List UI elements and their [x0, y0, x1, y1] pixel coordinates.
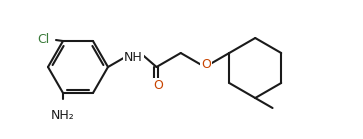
Text: O: O	[154, 79, 163, 91]
Text: NH₂: NH₂	[51, 109, 75, 122]
Text: Cl: Cl	[38, 33, 50, 45]
Text: NH: NH	[124, 50, 143, 64]
Text: O: O	[201, 58, 211, 70]
